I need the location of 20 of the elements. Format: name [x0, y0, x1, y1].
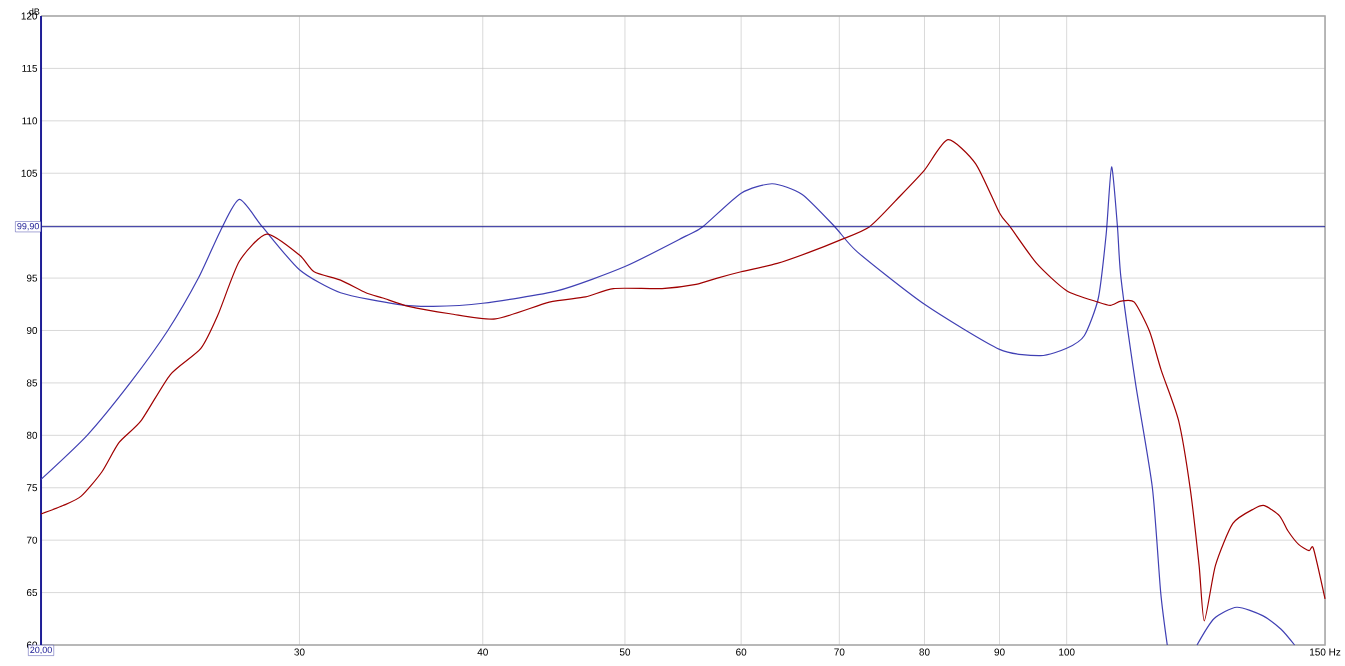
x-tick-label: 90	[994, 648, 1005, 656]
y-tick-label: 80	[26, 431, 38, 439]
ref-line-label: 99,90	[17, 223, 39, 231]
y-tick-label: 65	[26, 589, 38, 597]
y-tick-label: 110	[22, 117, 38, 125]
y-tick-label: 105	[21, 169, 38, 177]
x-tick-label: 100	[1059, 648, 1075, 656]
y-tick-label: 90	[26, 326, 38, 335]
y-tick-label: 115	[22, 64, 38, 72]
x-tick-label: 60	[736, 648, 747, 656]
x-tick-label: 70	[834, 648, 845, 656]
x-tick-label: 80	[919, 648, 930, 656]
x-tick-label: 150 Hz	[1310, 648, 1341, 656]
y-tick-label: 95	[26, 274, 38, 282]
y-tick-label: 75	[26, 484, 38, 492]
y-tick-label: 70	[26, 536, 38, 544]
x-tick-label: 50	[619, 648, 631, 656]
x-tick-label: 40	[477, 648, 488, 656]
x-tick-label: 30	[294, 648, 305, 656]
y-tick-label: 85	[26, 379, 38, 387]
